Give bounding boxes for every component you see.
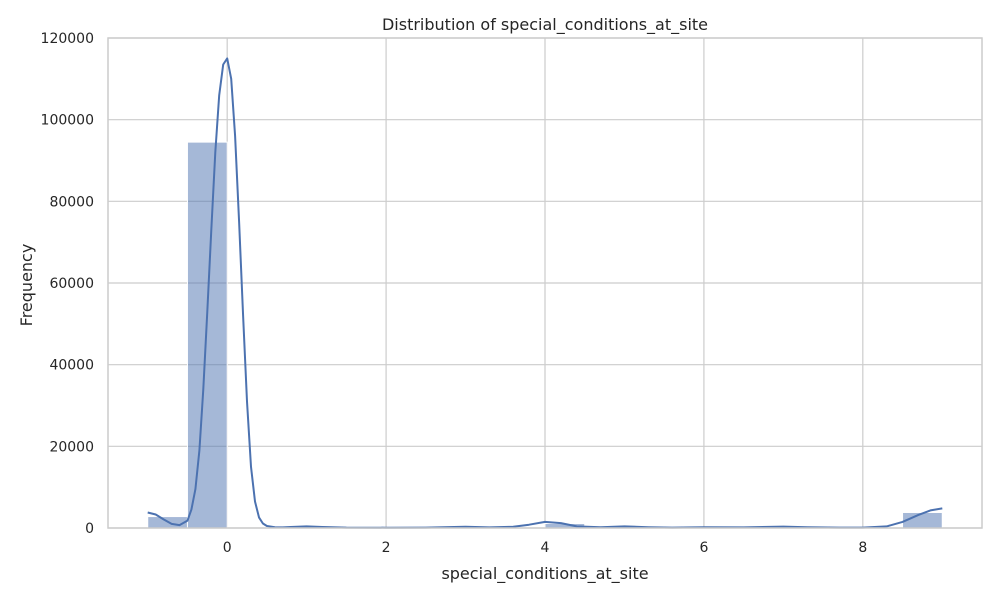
y-tick-label: 20000 xyxy=(49,439,94,455)
x-tick-labels: 0 2 4 6 8 xyxy=(223,540,868,556)
x-tick-label: 2 xyxy=(382,540,391,556)
y-tick-label: 120000 xyxy=(41,31,94,47)
y-tick-label: 0 xyxy=(85,521,94,537)
x-tick-label: 0 xyxy=(223,540,232,556)
y-tick-label: 80000 xyxy=(49,194,94,210)
x-tick-label: 8 xyxy=(858,540,867,556)
chart-title: Distribution of special_conditions_at_si… xyxy=(382,15,708,35)
y-tick-label: 60000 xyxy=(49,276,94,292)
grid xyxy=(108,37,982,529)
histogram-bar xyxy=(186,141,228,529)
y-axis-label: Frequency xyxy=(17,244,36,327)
y-tick-labels: 0 20000 40000 60000 80000 100000 120000 xyxy=(41,31,94,537)
x-axis-label: special_conditions_at_site xyxy=(441,564,648,584)
y-tick-label: 40000 xyxy=(49,358,94,374)
x-tick-label: 4 xyxy=(541,540,550,556)
y-tick-label: 100000 xyxy=(41,113,94,129)
x-tick-label: 6 xyxy=(699,540,708,556)
plot-frame xyxy=(107,37,983,529)
